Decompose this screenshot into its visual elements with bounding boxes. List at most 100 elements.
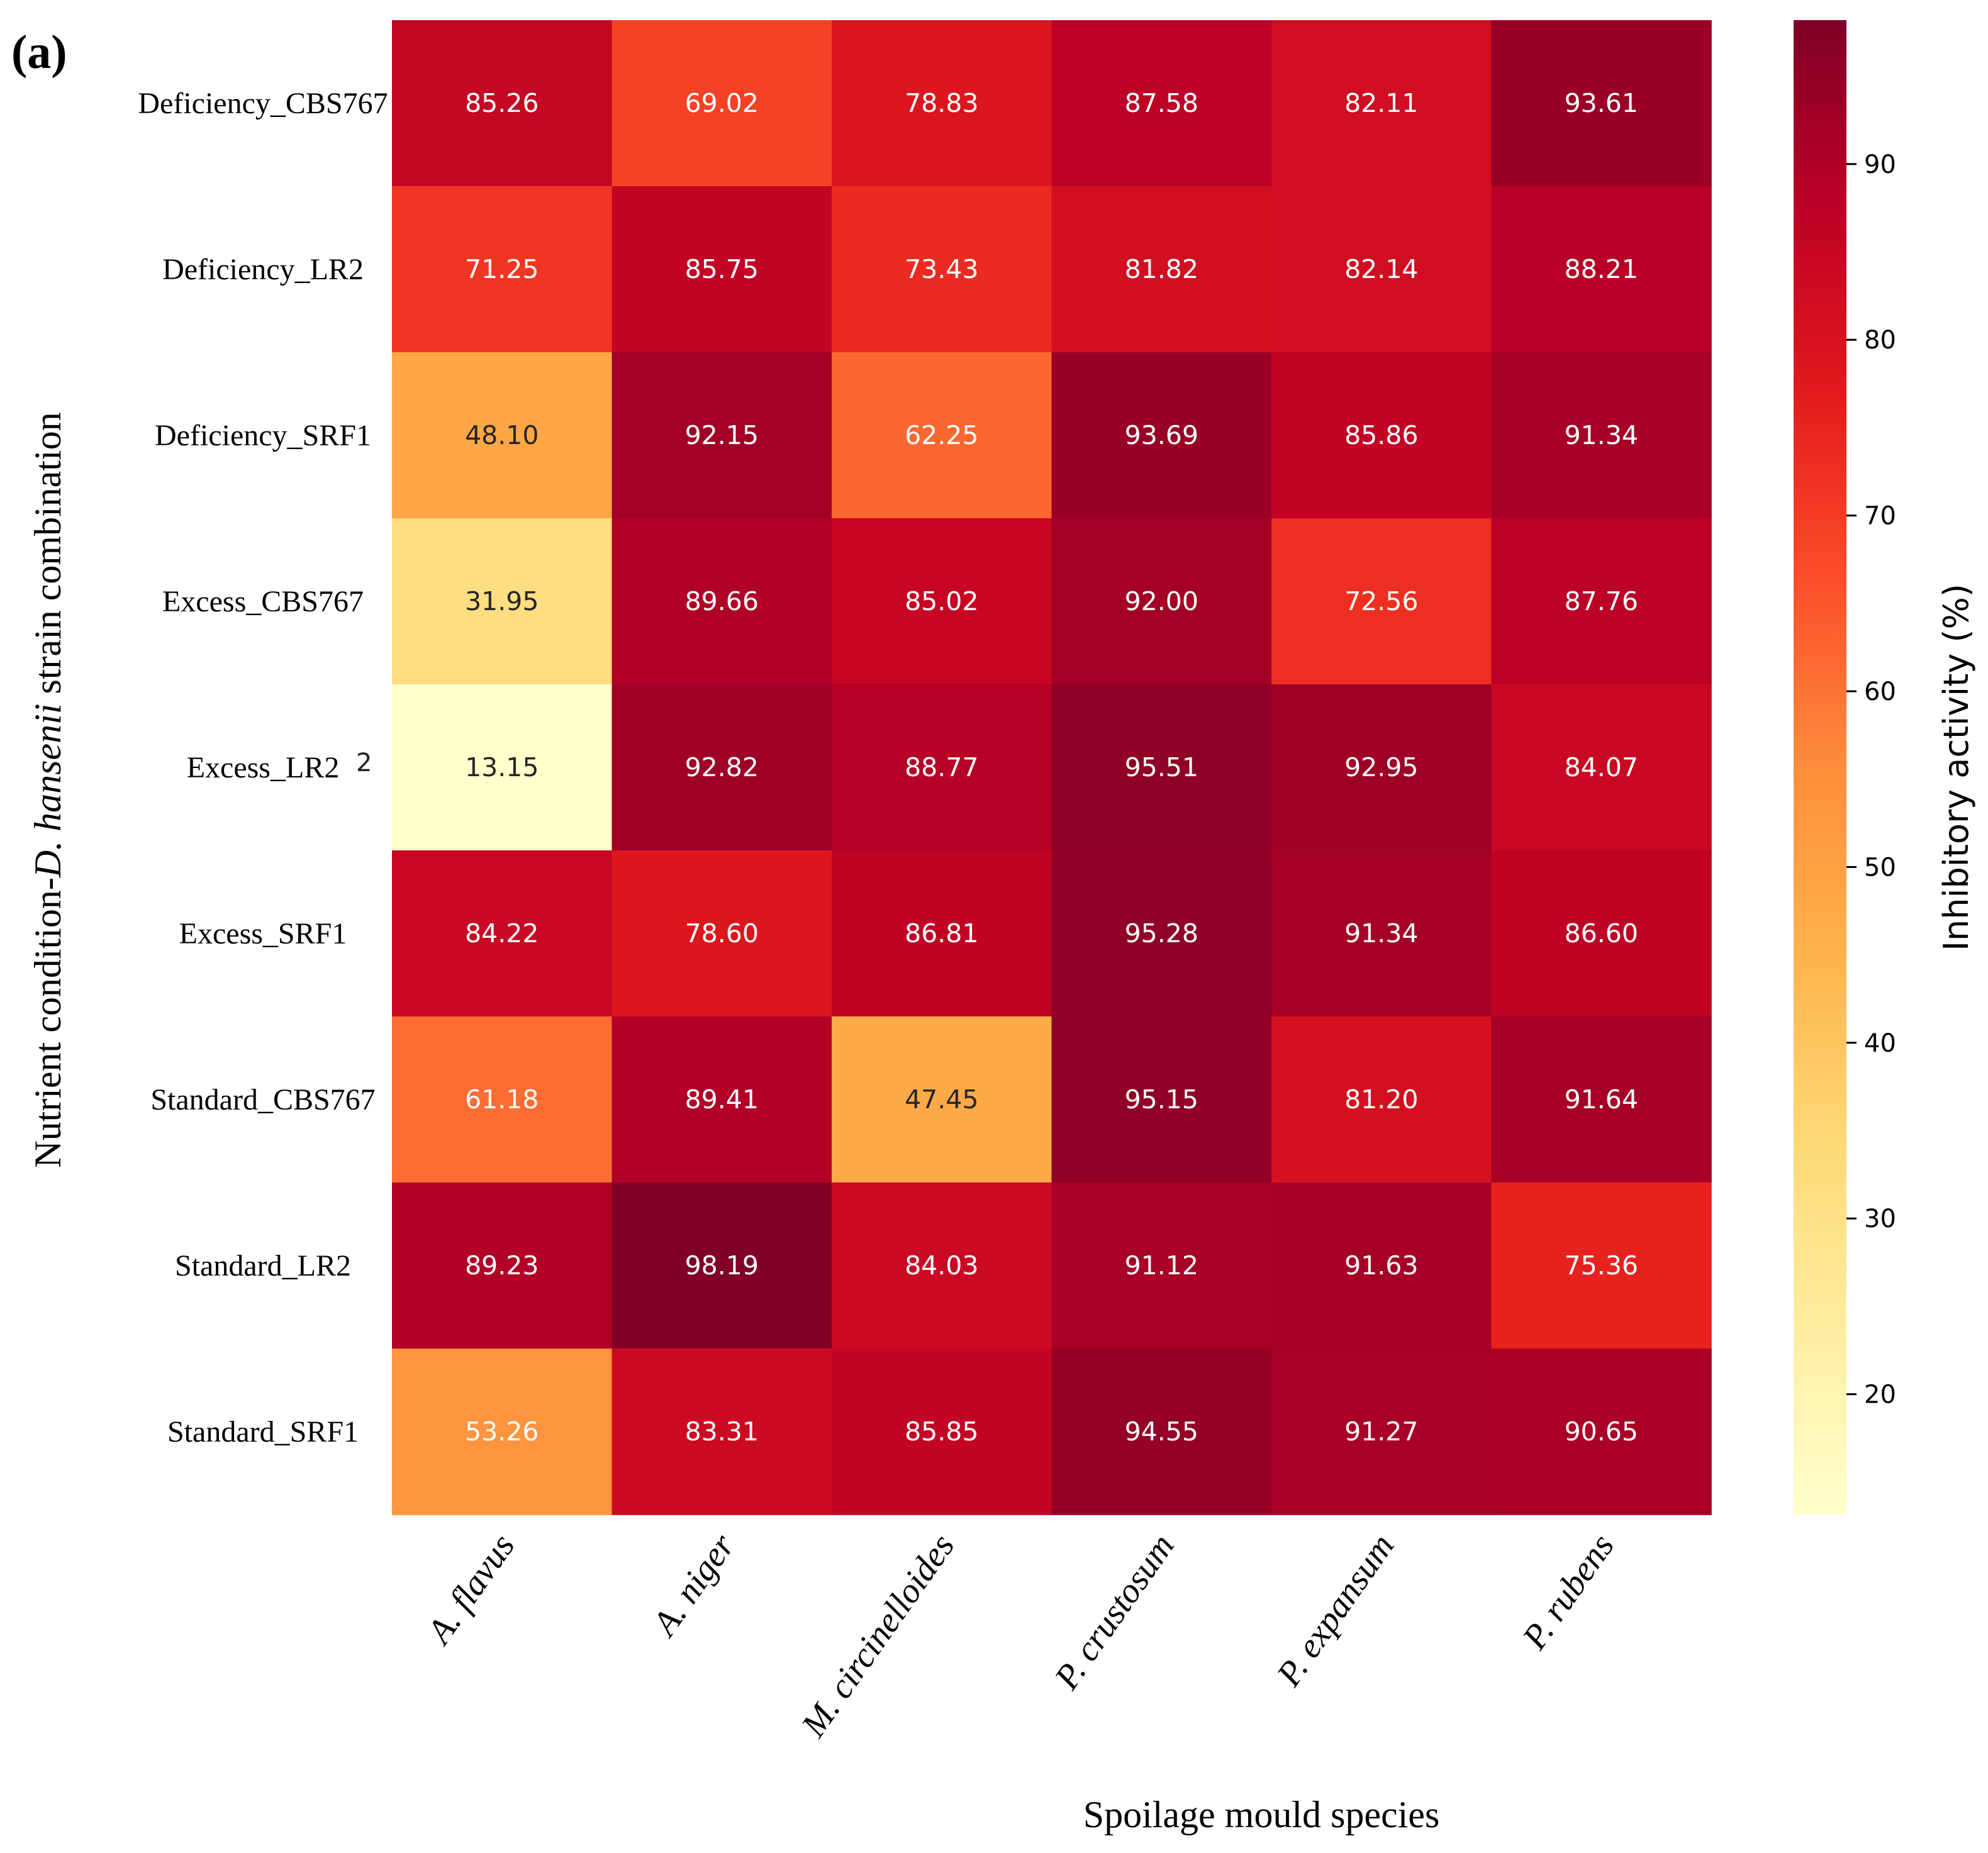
heatmap-cell bbox=[1491, 684, 1712, 851]
heatmap-cell bbox=[1491, 186, 1712, 353]
row-tick-label: Excess_SRF1 bbox=[179, 917, 347, 950]
panel-label: (a) bbox=[11, 26, 67, 79]
heatmap-cell-value: 82.14 bbox=[1344, 254, 1418, 284]
heatmap-cell-value: 78.83 bbox=[905, 88, 978, 118]
column-tick-label: P. expansum bbox=[1269, 1527, 1402, 1694]
heatmap-cell-value: 84.03 bbox=[905, 1250, 978, 1281]
heatmap-cell bbox=[832, 518, 1053, 685]
colorbar-tick-label: 60 bbox=[1864, 677, 1896, 706]
heatmap-cell-value: 48.10 bbox=[465, 420, 539, 450]
y-axis-title-italic: D. hansenii bbox=[27, 704, 69, 879]
heatmap-cell-value: 81.82 bbox=[1125, 254, 1198, 284]
heatmap-cell-value: 78.60 bbox=[685, 918, 759, 949]
heatmap-cell bbox=[611, 1016, 832, 1183]
heatmap-cell bbox=[1051, 1016, 1272, 1183]
heatmap-cell bbox=[1051, 850, 1272, 1017]
heatmap-cell bbox=[1491, 352, 1712, 519]
heatmap-cell bbox=[1271, 684, 1492, 851]
column-tick-label: P. rubens bbox=[1515, 1527, 1622, 1657]
heatmap-cell-value: 92.95 bbox=[1344, 752, 1418, 782]
colorbar-tick-label: 80 bbox=[1864, 326, 1896, 355]
heatmap-cell-value: 95.51 bbox=[1125, 752, 1198, 782]
row-tick-label: Excess_LR2 bbox=[187, 751, 340, 784]
heatmap-cell-value: 89.23 bbox=[465, 1250, 539, 1281]
heatmap-cell-value: 90.65 bbox=[1565, 1416, 1638, 1447]
colorbar-tick-label: 30 bbox=[1864, 1205, 1896, 1233]
heatmap-cell bbox=[832, 186, 1053, 353]
heatmap-cell bbox=[392, 1349, 613, 1515]
heatmap-cell-value: 93.61 bbox=[1565, 88, 1638, 118]
heatmap-cell-value: 91.27 bbox=[1344, 1416, 1418, 1447]
heatmap-cell-value: 86.81 bbox=[905, 918, 978, 949]
column-tick-label: P. crustosum bbox=[1047, 1527, 1182, 1697]
heatmap-cell-value: 87.58 bbox=[1125, 88, 1198, 118]
heatmap-cell bbox=[1271, 1182, 1492, 1349]
heatmap-cell-value: 88.77 bbox=[905, 752, 978, 782]
heatmap-cell bbox=[611, 1182, 832, 1349]
heatmap-cell-value: 13.15 bbox=[465, 752, 539, 782]
heatmap-cell bbox=[392, 352, 613, 519]
heatmap-cell bbox=[1491, 1016, 1712, 1183]
heatmap-cell bbox=[1271, 1349, 1492, 1515]
heatmap-cell-value: 88.21 bbox=[1565, 254, 1638, 284]
heatmap-cell bbox=[1051, 1349, 1272, 1515]
heatmap-cell-value: 85.26 bbox=[465, 88, 539, 118]
heatmap-cell bbox=[1051, 684, 1272, 851]
heatmap-cell bbox=[392, 850, 613, 1017]
heatmap-cell bbox=[1271, 518, 1492, 685]
row-tick-label: Standard_CBS767 bbox=[150, 1083, 375, 1116]
heatmap-cell bbox=[392, 1182, 613, 1349]
heatmap-cell-value: 53.26 bbox=[465, 1416, 539, 1447]
heatmap-cell-value: 91.64 bbox=[1565, 1084, 1638, 1115]
heatmap-cell-value: 92.82 bbox=[685, 752, 759, 782]
heatmap-cell-value: 31.95 bbox=[465, 586, 539, 616]
heatmap-cell-value: 94.55 bbox=[1125, 1416, 1198, 1447]
heatmap-cell bbox=[1271, 186, 1492, 353]
row-tick-label: Standard_LR2 bbox=[175, 1249, 351, 1283]
heatmap-cell-value: 95.28 bbox=[1125, 918, 1198, 949]
heatmap-cell-value: 61.18 bbox=[465, 1084, 539, 1115]
column-tick-labels: A. flavus A. niger M. circinelloides P. cru… bbox=[418, 1527, 1622, 1745]
heatmap-cell-value: 73.43 bbox=[905, 254, 978, 284]
heatmap-cell bbox=[1271, 1016, 1492, 1183]
colorbar-tick-label: 20 bbox=[1864, 1381, 1896, 1410]
heatmap-cell bbox=[392, 684, 613, 851]
heatmap-cell bbox=[392, 20, 613, 187]
heatmap-cell bbox=[1051, 186, 1272, 353]
heatmap-cell bbox=[611, 850, 832, 1017]
heatmap-cell bbox=[611, 20, 832, 187]
row-tick-label: Deficiency_SRF1 bbox=[155, 419, 371, 452]
heatmap-cell bbox=[392, 186, 613, 353]
heatmap-cell-value: 71.25 bbox=[465, 254, 539, 284]
heatmap-cell-value: 89.66 bbox=[685, 586, 759, 616]
heatmap-cell-value: 83.31 bbox=[685, 1416, 759, 1447]
heatmap-cell-value: 98.19 bbox=[685, 1250, 759, 1281]
heatmap-cell bbox=[832, 1349, 1053, 1515]
row-tick-labels: Deficiency_CBS767 Deficiency_LR2 Deficienc… bbox=[138, 87, 388, 1449]
heatmap-cell-value: 84.07 bbox=[1565, 752, 1638, 782]
x-axis-title: Spoilage mould species bbox=[1083, 1794, 1440, 1835]
column-tick-label: M. circinelloides bbox=[794, 1527, 963, 1745]
y-axis-title: Nutrient condition-D. hansenii strain co… bbox=[27, 412, 69, 1167]
stray-mark: 2 bbox=[356, 748, 372, 777]
heatmap-cell-value: 91.34 bbox=[1565, 420, 1638, 450]
heatmap-cell bbox=[1491, 518, 1712, 685]
heatmap-cell-value: 92.15 bbox=[685, 420, 759, 450]
heatmap-cell bbox=[832, 1182, 1053, 1349]
heatmap-cell-value: 85.75 bbox=[685, 254, 759, 284]
heatmap-cell bbox=[611, 352, 832, 519]
colorbar-ticks: 20 30 40 50 60 70 80 90 bbox=[1846, 150, 1896, 1410]
heatmap-cell-value: 91.12 bbox=[1125, 1250, 1198, 1281]
row-tick-label: Deficiency_LR2 bbox=[162, 253, 364, 286]
row-tick-label: Excess_CBS767 bbox=[162, 585, 364, 618]
column-tick-label: A. niger bbox=[644, 1527, 742, 1645]
heatmap-cell bbox=[832, 352, 1053, 519]
heatmap-cell bbox=[611, 518, 832, 685]
heatmap-cell bbox=[1051, 352, 1272, 519]
heatmap-cell bbox=[1491, 850, 1712, 1017]
heatmap-cell-value: 81.20 bbox=[1344, 1084, 1418, 1115]
heatmap-cell bbox=[1271, 850, 1492, 1017]
y-axis-title-part: strain combination bbox=[27, 412, 69, 703]
